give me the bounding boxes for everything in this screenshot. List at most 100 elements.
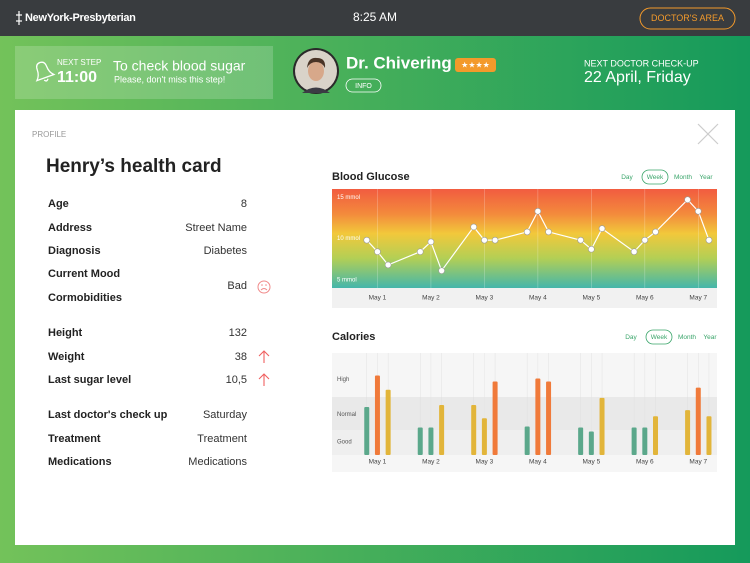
rating: ★★★★ xyxy=(461,61,490,70)
x-tick-label: May 3 xyxy=(476,295,494,302)
next-step-label: NEXT STEP xyxy=(57,58,101,67)
y-tick-label: Normal xyxy=(337,412,356,418)
logo: NewYork-Presbyterian xyxy=(25,12,136,24)
y-tick-label: 10 mmol xyxy=(337,236,360,242)
tab[interactable]: Week xyxy=(651,334,668,341)
y-tick-label: High xyxy=(337,377,349,383)
sad-eye xyxy=(265,284,267,286)
up-arrow xyxy=(258,350,270,363)
row-value: Bad xyxy=(227,280,247,292)
row-label: Treatment xyxy=(48,433,101,445)
row-label: Address xyxy=(48,222,92,234)
row-label: Weight xyxy=(48,351,85,363)
y-tick-label: 5 mmol xyxy=(337,277,357,283)
row-value: 8 xyxy=(241,198,247,210)
tab[interactable]: Year xyxy=(703,334,717,341)
x-tick-label: May 5 xyxy=(582,295,600,302)
chart-title: Blood Glucose xyxy=(332,171,410,183)
row-value: Diabetes xyxy=(204,245,248,257)
row-label: Cormobidities xyxy=(48,292,122,304)
glucose-zones xyxy=(332,189,717,288)
axis-band xyxy=(332,288,717,308)
next-step-box xyxy=(15,46,273,99)
good-band xyxy=(332,430,717,455)
glucose-point xyxy=(534,207,542,215)
active-tab[interactable] xyxy=(641,169,669,185)
card-title: Henry’s health card xyxy=(46,156,222,177)
checkup-date: 22 April, Friday xyxy=(584,69,691,86)
glucose-point xyxy=(470,223,478,231)
normal-band xyxy=(332,397,717,430)
x-tick-label: May 7 xyxy=(689,295,707,302)
calorie-bar xyxy=(588,431,594,455)
calorie-bar xyxy=(428,427,434,455)
glucose-point xyxy=(588,245,595,253)
info-label[interactable]: INFO xyxy=(355,83,372,90)
tab[interactable]: Day xyxy=(621,174,633,181)
bell-icon xyxy=(35,61,56,82)
tab[interactable]: Month xyxy=(674,174,692,181)
top-bar xyxy=(0,0,750,36)
doctors-area-button[interactable] xyxy=(639,7,736,30)
glucose-point xyxy=(438,267,445,274)
tab[interactable]: Year xyxy=(699,174,713,181)
row-label: Age xyxy=(48,198,69,210)
doctors-area-label[interactable]: DOCTOR'S AREA xyxy=(651,13,724,23)
row-value: 132 xyxy=(229,327,247,339)
glucose-point xyxy=(652,228,659,236)
calorie-bar xyxy=(631,427,637,455)
tab[interactable]: Week xyxy=(647,174,664,181)
next-step-title: To check blood sugar xyxy=(113,58,246,74)
x-tick-label: May 1 xyxy=(369,295,387,302)
calorie-bar xyxy=(695,387,701,455)
close-icon[interactable] xyxy=(697,123,719,145)
x-tick-label: May 3 xyxy=(476,459,494,466)
row-label: Current Mood xyxy=(48,268,120,280)
glucose-point xyxy=(427,238,435,246)
row-value: Saturday xyxy=(203,409,248,421)
glucose-point xyxy=(374,248,381,255)
calorie-bar xyxy=(492,381,498,455)
calorie-bar xyxy=(481,418,487,455)
tab[interactable]: Day xyxy=(625,334,637,341)
up-arrow xyxy=(258,373,270,386)
glucose-point xyxy=(523,228,531,236)
glucose-point xyxy=(684,196,691,204)
glucose-point xyxy=(641,236,649,244)
calorie-bar xyxy=(374,375,380,455)
active-tab[interactable] xyxy=(645,329,673,345)
calorie-bar xyxy=(578,427,584,455)
checkup-label: NEXT DOCTOR CHECK-UP xyxy=(584,58,699,68)
profile-card xyxy=(15,110,735,545)
x-tick-label: May 5 xyxy=(582,459,600,466)
glucose-point xyxy=(630,248,638,255)
row-value: 38 xyxy=(235,351,247,363)
row-value: 10,5 xyxy=(226,374,247,386)
row-label: Height xyxy=(48,327,83,339)
glucose-point xyxy=(363,236,371,244)
y-tick-label: 15 mmol xyxy=(337,195,360,201)
glucose-point xyxy=(694,207,702,215)
calorie-bar xyxy=(524,426,530,455)
x-tick-label: May 7 xyxy=(689,459,707,466)
calorie-bar xyxy=(385,389,391,455)
glucose-point xyxy=(577,236,584,244)
calorie-bar xyxy=(535,378,541,455)
sad-mouth xyxy=(260,288,268,291)
y-tick-label: Good xyxy=(337,439,352,445)
logo-icon xyxy=(16,11,22,25)
sad-eye xyxy=(261,284,263,286)
tab[interactable]: Month xyxy=(678,334,696,341)
info-button[interactable] xyxy=(345,78,382,93)
sad-icon xyxy=(257,280,271,294)
glucose-point xyxy=(481,236,488,244)
calorie-bar xyxy=(439,405,445,455)
calorie-bar xyxy=(706,416,712,455)
calorie-bar xyxy=(417,427,423,455)
x-tick-label: May 6 xyxy=(636,459,654,466)
glucose-point xyxy=(598,225,606,232)
doctor-avatar xyxy=(293,48,339,94)
row-label: Last doctor's check up xyxy=(48,409,168,421)
doctor-name: Dr. Chivering xyxy=(346,53,452,72)
